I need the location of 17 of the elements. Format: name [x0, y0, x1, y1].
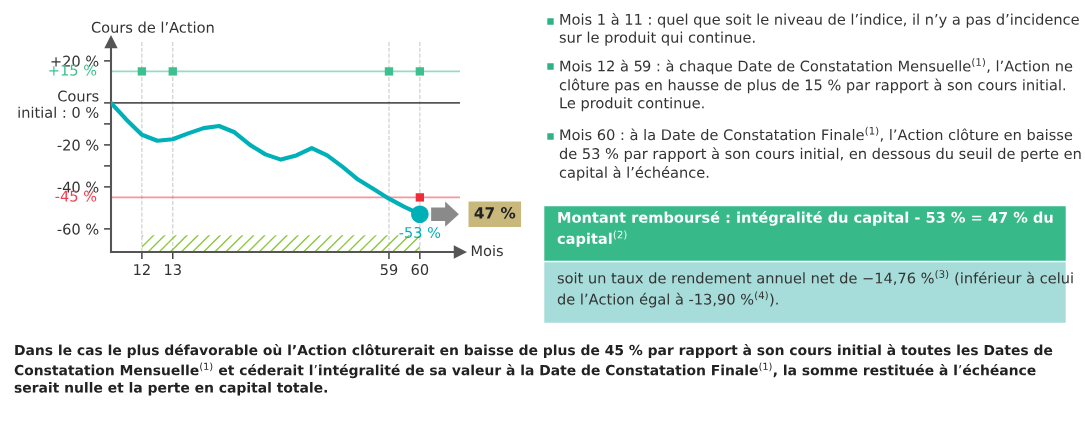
x-tick-label: 12 — [134, 264, 150, 275]
annotation: -53 % — [399, 226, 441, 238]
x-tick-label: 60 — [411, 264, 429, 276]
y-tick-label: -60 % — [57, 223, 99, 235]
y-axis-title: Cours de l’Action — [91, 21, 214, 33]
text: Mois 1 à 11 : quel que soit le niveau de l’indice, il n’y a pas d’incidence sur le produit qui continue. — [559, 13, 1079, 46]
text: soit un taux de rendement annuel net de −14,76 %$^{(3)}$ (inférieur à celui de l’Action égal à -13,90 %$^{(4)}$). — [557, 270, 1073, 308]
y-tick-label: Cours initial : 0 % — [18, 90, 99, 118]
text: Mois 12 à 59 : à chaque Date de Constatation Mensuelle$^{(1)}$, l’Action ne clôture pas en hausse de plus de 15 % par rapport à son cours initial. Le produit continue. — [559, 58, 1073, 112]
text: 47 % — [474, 207, 516, 219]
text: Montant remboursé : intégralité du capital - 53 % = 47 % du capital$^{(2)}$ — [557, 211, 1053, 247]
x-tick-label: 13 — [165, 264, 181, 276]
y-tick-label: -20 % — [57, 139, 99, 151]
text: Dans le cas le plus défavorable où l’Action clôturerait en baisse de plus de 45 % par rapport à son cours initial à toutes les Dates de Constatation Mensuelle$^{(1)}$ et céderait l’intégralité de sa valeur à la Date de Constatation Finale$^{(1)}$, la somme restituée à l’échéance serait nulle et la perte en capital totale. — [14, 344, 1053, 396]
x-tick-label: 59 — [380, 264, 398, 276]
x-axis-title: Mois — [471, 244, 503, 257]
text: Mois 60 : à la Date de Constatation Finale$^{(1)}$, l’Action clôture en baisse de 53 % par rapport à son cours initial, en dessous du seuil de perte en capital à l’échéance. — [559, 126, 1081, 181]
